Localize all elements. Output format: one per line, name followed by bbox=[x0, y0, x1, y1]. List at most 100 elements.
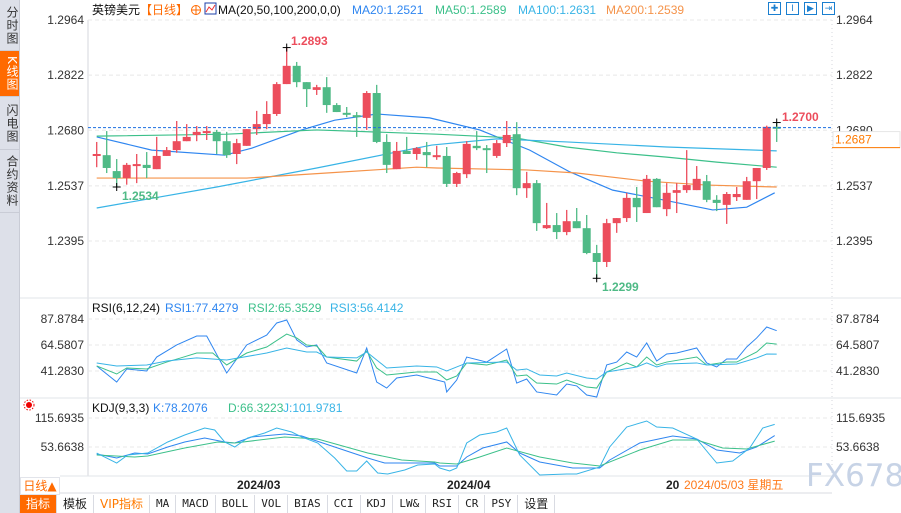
candle bbox=[652, 178, 661, 208]
sun-settings-icon[interactable] bbox=[23, 399, 35, 411]
candle bbox=[112, 159, 121, 188]
ma-chart-icon[interactable] bbox=[204, 2, 217, 15]
candle bbox=[592, 244, 601, 279]
tab-contract-info[interactable]: 合约资料 bbox=[0, 150, 19, 213]
candle bbox=[322, 77, 331, 113]
tab-indicators[interactable]: 指标 bbox=[20, 495, 58, 513]
tab-cci[interactable]: CCI bbox=[327, 495, 361, 513]
candle bbox=[252, 110, 261, 135]
candle-body bbox=[562, 221, 571, 233]
tab-rsi[interactable]: RSI bbox=[426, 495, 460, 513]
tab-psy[interactable]: PSY bbox=[485, 495, 519, 513]
rsi-panel: RSI(6,12,24) RSI1:77.4279 RSI2:65.3529 R… bbox=[41, 301, 880, 398]
candle bbox=[532, 180, 541, 231]
tab-time-chart[interactable]: 分时图 bbox=[0, 0, 19, 51]
candle-body bbox=[292, 65, 301, 83]
rsi-right-tick: 41.2830 bbox=[836, 364, 880, 378]
tab-macd[interactable]: MACD bbox=[176, 495, 216, 513]
candle bbox=[602, 218, 611, 268]
cursor-date-label: 2024/05/03 星期五 bbox=[684, 478, 783, 492]
tab-flash-chart[interactable]: 闪电图 bbox=[0, 97, 19, 150]
tab-ma[interactable]: MA bbox=[150, 495, 177, 513]
fit-range-icon[interactable]: I bbox=[786, 2, 799, 15]
candle bbox=[162, 147, 171, 156]
candle bbox=[642, 174, 651, 214]
candle bbox=[622, 192, 631, 222]
candle-body bbox=[492, 143, 501, 156]
tab-bias[interactable]: BIAS bbox=[288, 495, 328, 513]
rsi1-line bbox=[96, 319, 777, 398]
tab-settings[interactable]: 设置 bbox=[518, 495, 556, 513]
candle-body bbox=[102, 155, 111, 168]
jump-to-end-icon[interactable]: ⇥ bbox=[822, 2, 835, 15]
candle-body bbox=[612, 218, 621, 224]
candle-body bbox=[282, 65, 291, 85]
tab-kdj[interactable]: KDJ bbox=[360, 495, 394, 513]
candle-body bbox=[392, 150, 401, 170]
candle-body bbox=[472, 145, 481, 149]
price-left-tick: 1.2680 bbox=[47, 123, 84, 137]
j-line bbox=[96, 420, 775, 476]
candle bbox=[562, 209, 571, 236]
price-left-tick: 1.2964 bbox=[47, 13, 84, 27]
candle bbox=[92, 141, 101, 168]
play-forward-icon[interactable]: ▶ bbox=[804, 2, 817, 15]
candle-body bbox=[92, 153, 101, 156]
candle-body bbox=[772, 126, 781, 129]
candle bbox=[582, 214, 591, 255]
candle-body bbox=[152, 155, 161, 170]
candle bbox=[352, 112, 361, 137]
candle bbox=[542, 202, 551, 229]
candle bbox=[202, 126, 211, 141]
d-value: D:66.3223 bbox=[228, 401, 284, 415]
candle bbox=[232, 138, 241, 165]
candle-body bbox=[332, 105, 341, 113]
tab-lw[interactable]: LW& bbox=[393, 495, 427, 513]
candle bbox=[762, 125, 771, 170]
ma50-line bbox=[96, 129, 777, 168]
symbol-title: 英镑美元 bbox=[92, 2, 140, 17]
tab-cr[interactable]: CR bbox=[459, 495, 486, 513]
candle bbox=[712, 195, 721, 212]
tab-k-line-chart[interactable]: K线图 bbox=[0, 51, 19, 97]
low-marker: 1.2299 bbox=[602, 280, 639, 294]
candle-body bbox=[342, 112, 351, 115]
ma-params: MA(20,50,100,200,0,0) bbox=[218, 3, 341, 17]
tab-vip-indicators[interactable]: VIP指标 bbox=[94, 495, 151, 513]
candle bbox=[482, 145, 491, 174]
candle-body bbox=[452, 173, 461, 184]
candle bbox=[132, 153, 141, 184]
ma200-line bbox=[96, 166, 777, 188]
candle bbox=[502, 120, 511, 148]
tab-templates[interactable]: 模板 bbox=[57, 495, 95, 513]
candle-body bbox=[682, 185, 691, 191]
candle bbox=[442, 147, 451, 188]
rsi-left-tick: 64.5807 bbox=[41, 338, 85, 352]
candle bbox=[522, 171, 531, 198]
add-indicator-icon[interactable] bbox=[191, 5, 201, 15]
candle bbox=[332, 103, 341, 113]
rsi3-value: RSI3:56.4142 bbox=[330, 301, 404, 315]
candle bbox=[412, 147, 421, 160]
candle bbox=[182, 124, 191, 142]
crosshair-icon[interactable]: ✚ bbox=[768, 2, 781, 15]
candle-body bbox=[192, 131, 201, 135]
candle bbox=[342, 107, 351, 118]
candle bbox=[512, 122, 521, 196]
tab-vol[interactable]: VOL bbox=[255, 495, 289, 513]
rsi1-value: RSI1:77.4279 bbox=[165, 301, 239, 315]
candle-body bbox=[502, 134, 511, 144]
price-right-tick: 1.2537 bbox=[836, 179, 873, 193]
candle-body bbox=[462, 143, 471, 175]
tab-boll[interactable]: BOLL bbox=[215, 495, 256, 513]
candle-body bbox=[122, 164, 131, 179]
candle-body bbox=[672, 190, 681, 193]
candle-body bbox=[372, 93, 381, 142]
candle bbox=[632, 187, 641, 222]
candle-body bbox=[572, 221, 581, 229]
period-label: 【日线】 bbox=[140, 3, 188, 17]
rsi-left-tick: 41.2830 bbox=[41, 364, 85, 378]
period-dropdown[interactable]: 日线▲ bbox=[20, 477, 60, 495]
candle bbox=[432, 145, 441, 160]
